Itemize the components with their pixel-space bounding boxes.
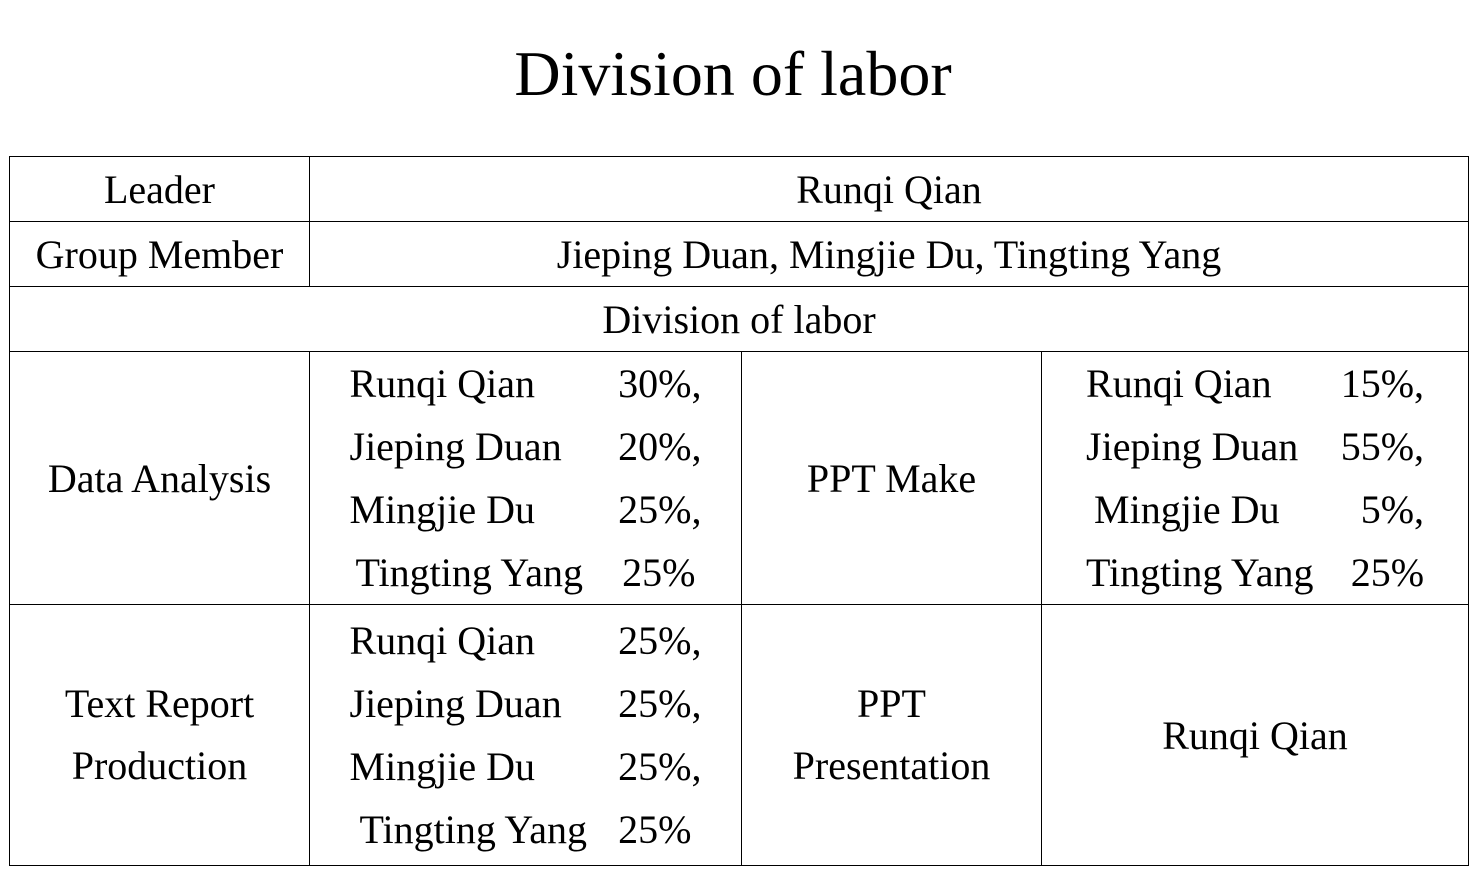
member-name: Tingting Yang	[1086, 550, 1314, 595]
member-share: 25%,	[618, 618, 702, 663]
allocation-item: Runqi Qian 30%,	[350, 352, 702, 415]
ppt-make-label-cell: PPT Make	[741, 351, 1042, 605]
member-label-cell: Group Member	[9, 221, 310, 287]
member-value-cell: Jieping Duan, Mingjie Du, Tingting Yang	[308, 221, 1470, 287]
allocation-item: Runqi Qian 15%,	[1086, 352, 1424, 415]
member-name: Runqi Qian	[1086, 361, 1272, 406]
allocation-item: Jieping Duan 20%,	[350, 415, 702, 478]
text-report-allocation-cell: Runqi Qian 25%, Jieping Duan 25%, Mingji…	[309, 604, 742, 866]
member-name: Jieping Duan	[1086, 424, 1299, 469]
allocation-list: Runqi Qian 30%, Jieping Duan 20%, Mingji…	[350, 352, 702, 604]
table-row-section-header: Division of labor	[8, 286, 1470, 352]
member-share: 25%	[1350, 550, 1425, 595]
ppt-presentation-label-line: Presentation	[792, 743, 991, 788]
member-share: 25%,	[618, 487, 702, 532]
member-name: Tingting Yang	[359, 807, 588, 852]
page-title: Division of labor	[514, 38, 952, 109]
text-report-label-cell: Text Report Production	[9, 604, 310, 866]
member-name: Runqi Qian	[349, 618, 536, 663]
member-share: 5%,	[1360, 487, 1425, 532]
data-analysis-label-cell: Data Analysis	[9, 351, 310, 605]
table-row-data-analysis: Data Analysis Runqi Qian 30%, Jieping Du…	[9, 351, 1470, 605]
member-name: Mingjie Du	[349, 744, 536, 789]
allocation-item: Tingting Yang 25%	[350, 541, 702, 604]
table-row-text-report: Text Report Production Runqi Qian 25%, J…	[9, 604, 1470, 866]
ppt-presentation-label-line: PPT	[857, 681, 926, 726]
member-name: Jieping Duan	[349, 681, 562, 726]
allocation-list: Runqi Qian 15%, Jieping Duan 55%, Mingji…	[1086, 352, 1424, 604]
member-name: Runqi Qian	[349, 361, 536, 406]
data-analysis-allocation-cell: Runqi Qian 30%, Jieping Duan 20%, Mingji…	[309, 351, 742, 605]
allocation-item: Runqi Qian 25%,	[350, 609, 702, 672]
division-of-labor-table: Leader Runqi Qian Group Member Jieping D…	[8, 156, 1470, 866]
allocation-list: Runqi Qian 25%, Jieping Duan 25%, Mingji…	[350, 609, 702, 861]
member-share: 25%	[618, 807, 692, 852]
text-report-label: Text Report Production	[65, 673, 254, 797]
allocation-item: Tingting Yang 25%	[1086, 541, 1424, 604]
member-share: 20%,	[618, 424, 702, 469]
allocation-item: Tingting Yang 25%	[350, 798, 702, 861]
allocation-item: Jieping Duan 55%,	[1086, 415, 1424, 478]
member-share: 15%,	[1340, 361, 1425, 406]
member-share: 25%,	[618, 681, 702, 726]
member-share: 30%,	[618, 361, 702, 406]
member-name: Tingting Yang	[355, 550, 584, 595]
table-row-group-member: Group Member Jieping Duan, Mingjie Du, T…	[9, 221, 1470, 287]
member-name: Mingjie Du	[349, 487, 536, 532]
allocation-item: Mingjie Du 25%,	[350, 478, 702, 541]
member-share: 25%	[622, 550, 696, 595]
member-share: 25%,	[618, 744, 702, 789]
ppt-presentation-label: PPT Presentation	[793, 673, 991, 797]
text-report-label-line: Production	[71, 743, 248, 788]
member-name: Jieping Duan	[349, 424, 562, 469]
member-name: Mingjie Du	[1094, 487, 1280, 532]
leader-label-cell: Leader	[9, 156, 310, 222]
leader-value-cell: Runqi Qian	[308, 156, 1470, 222]
member-share: 55%,	[1340, 424, 1425, 469]
table-row-leader: Leader Runqi Qian	[9, 156, 1470, 222]
ppt-make-allocation-cell: Runqi Qian 15%, Jieping Duan 55%, Mingji…	[1040, 351, 1470, 605]
text-report-label-line: Text Report	[64, 681, 255, 726]
ppt-presentation-value-cell: Runqi Qian	[1040, 604, 1470, 866]
allocation-item: Mingjie Du 25%,	[350, 735, 702, 798]
allocation-item: Mingjie Du 5%,	[1086, 478, 1424, 541]
allocation-item: Jieping Duan 25%,	[350, 672, 702, 735]
section-header-cell: Division of labor	[8, 286, 1470, 352]
ppt-presentation-label-cell: PPT Presentation	[741, 604, 1042, 866]
